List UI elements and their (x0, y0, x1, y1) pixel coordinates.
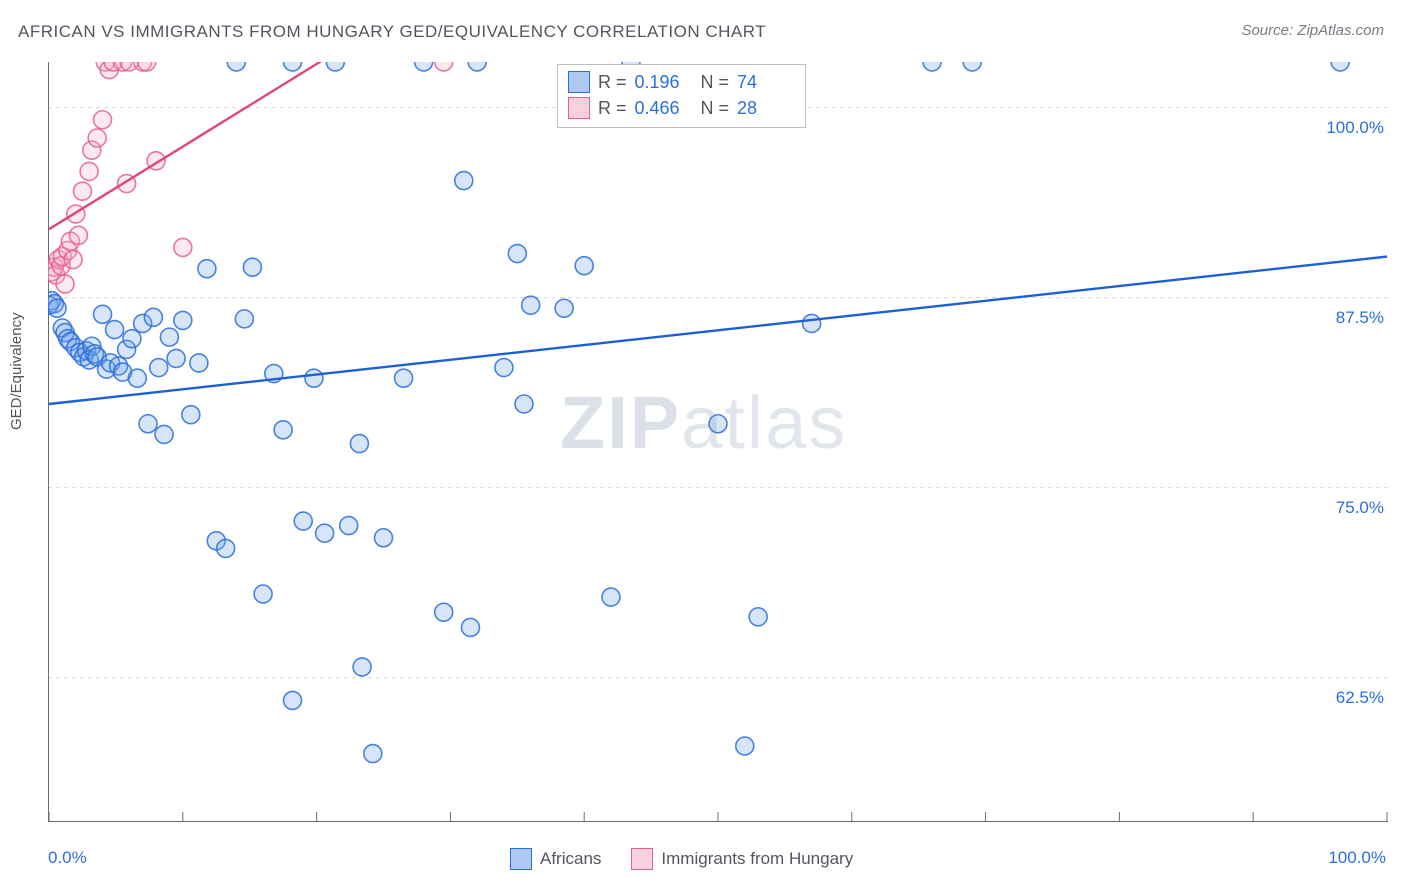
chart-container: AFRICAN VS IMMIGRANTS FROM HUNGARY GED/E… (0, 0, 1406, 892)
legend-series-item: Immigrants from Hungary (631, 848, 853, 870)
legend-stats-row: R = 0.196 N = 74 (568, 69, 795, 95)
legend-stats-row: R = 0.466 N = 28 (568, 95, 795, 121)
legend-n-value: 28 (737, 98, 795, 119)
legend-n-label: N = (701, 72, 730, 93)
legend-stats: R = 0.196 N = 74 R = 0.466 N = 28 (557, 64, 806, 128)
x-axis-min-label: 0.0% (48, 848, 87, 868)
legend-series-label: Africans (540, 849, 601, 869)
y-tick-label: 100.0% (1326, 118, 1384, 138)
legend-swatch (568, 97, 590, 119)
legend-series: Africans Immigrants from Hungary (510, 848, 853, 870)
legend-r-value: 0.196 (635, 72, 693, 93)
legend-swatch (631, 848, 653, 870)
legend-swatch (568, 71, 590, 93)
x-axis-max-label: 100.0% (1328, 848, 1386, 868)
y-tick-label: 62.5% (1336, 688, 1384, 708)
y-tick-label: 87.5% (1336, 308, 1384, 328)
chart-title: AFRICAN VS IMMIGRANTS FROM HUNGARY GED/E… (18, 22, 766, 42)
source-attribution: Source: ZipAtlas.com (1241, 22, 1384, 39)
legend-n-label: N = (701, 98, 730, 119)
legend-swatch (510, 848, 532, 870)
y-axis-label: GED/Equivalency (8, 312, 25, 430)
y-tick-label: 75.0% (1336, 498, 1384, 518)
legend-r-label: R = (598, 72, 627, 93)
scatter-plot (48, 62, 1388, 822)
legend-n-value: 74 (737, 72, 795, 93)
legend-series-item: Africans (510, 848, 601, 870)
legend-r-value: 0.466 (635, 98, 693, 119)
legend-r-label: R = (598, 98, 627, 119)
legend-series-label: Immigrants from Hungary (661, 849, 853, 869)
